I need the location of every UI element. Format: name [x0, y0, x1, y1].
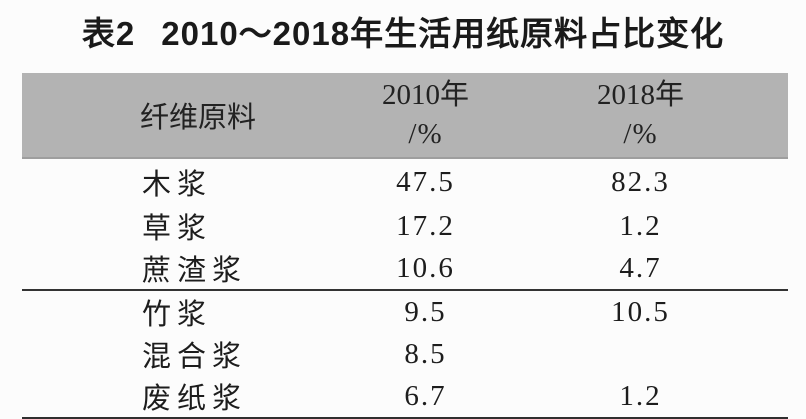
table-header-row: 纤维原料 2010年 /% 2018年 /% — [22, 73, 788, 158]
cell-2018-value: 10.5 — [611, 295, 670, 328]
header-cell-2010: 2010年 /% — [318, 73, 533, 158]
table-caption-title: 2010～2018年生活用纸原料占比变化 — [161, 15, 725, 52]
cell-material: 蔗渣浆 — [142, 255, 248, 287]
table-row-mixed-pulp: 混合浆 8.5 — [22, 333, 788, 375]
table-caption: 表2 2010～2018年生活用纸原料占比变化 — [0, 14, 806, 54]
table-row-wood-pulp: 木浆 47.5 82.3 — [22, 158, 788, 205]
cell-material: 废纸浆 — [142, 383, 248, 415]
cell-2018-value: 1.2 — [619, 209, 662, 242]
table-row-bamboo-pulp: 竹浆 9.5 10.5 — [22, 290, 788, 333]
cell-material: 混合浆 — [142, 341, 248, 373]
cell-2018-value: 4.7 — [619, 251, 662, 284]
cell-2010-value: 10.6 — [396, 251, 455, 284]
cell-2010-value: 9.5 — [404, 295, 447, 328]
header-2018-year: 2018年 — [596, 79, 684, 111]
header-cell-2018: 2018年 /% — [533, 73, 788, 158]
raw-material-share-table: 纤维原料 2010年 /% 2018年 /% 木浆 47.5 82.3 草浆 1… — [22, 73, 788, 419]
cell-2010-value: 47.5 — [396, 165, 455, 198]
table-row-straw-pulp: 草浆 17.2 1.2 — [22, 205, 788, 247]
table-group-lower: 竹浆 9.5 10.5 混合浆 8.5 废纸浆 6.7 1.2 — [22, 290, 788, 419]
header-2010-year: 2010年 — [381, 79, 469, 111]
table-caption-number: 表2 — [81, 15, 136, 52]
cell-2010-value: 6.7 — [404, 379, 447, 412]
header-2010-unit: /% — [408, 118, 443, 150]
table-group-upper: 木浆 47.5 82.3 草浆 17.2 1.2 蔗渣浆 10.6 4.7 — [22, 158, 788, 290]
table-row-bagasse-pulp: 蔗渣浆 10.6 4.7 — [22, 247, 788, 290]
table-row-waste-paper-pulp: 废纸浆 6.7 1.2 — [22, 375, 788, 419]
cell-2018-value: 1.2 — [619, 379, 662, 412]
cell-2010-value: 8.5 — [404, 337, 447, 370]
cell-2018-value — [533, 333, 788, 375]
cell-2018-value: 82.3 — [611, 165, 670, 198]
cell-2010-value: 17.2 — [396, 209, 455, 242]
header-2018-unit: /% — [623, 118, 658, 150]
cell-material: 草浆 — [142, 213, 213, 245]
table-header: 纤维原料 2010年 /% 2018年 /% — [22, 73, 788, 158]
cell-material: 竹浆 — [142, 299, 213, 331]
header-cell-material: 纤维原料 — [140, 102, 257, 134]
cell-material: 木浆 — [142, 169, 213, 201]
